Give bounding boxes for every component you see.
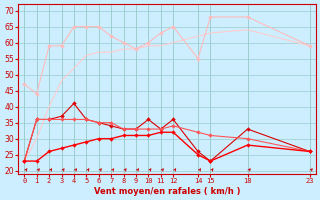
X-axis label: Vent moyen/en rafales ( km/h ): Vent moyen/en rafales ( km/h ) [94, 187, 240, 196]
